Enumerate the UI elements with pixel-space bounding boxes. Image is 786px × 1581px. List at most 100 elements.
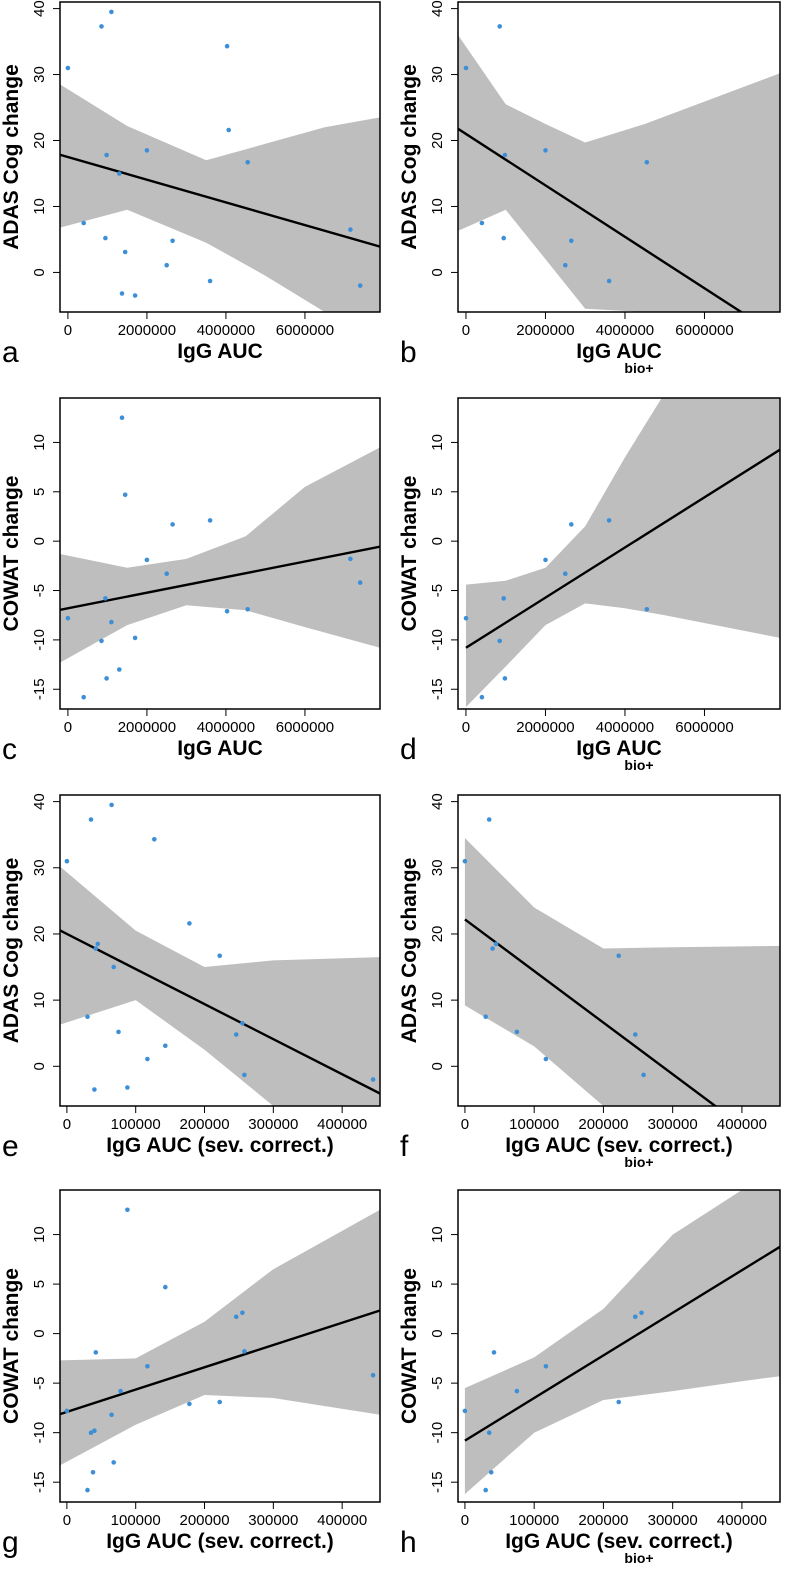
panel-h: 0 100000 200000 300000 400000 -15 -10 -5 0 5 10 IgG… [398, 1189, 781, 1566]
y-axis-title: COWAT change [0, 1268, 23, 1424]
data-point [187, 1401, 192, 1407]
x-tick-label: 300000 [248, 1116, 298, 1133]
x-tick-label: 400000 [317, 1116, 367, 1133]
x-tick-label: 2000000 [118, 719, 176, 736]
data-point [224, 43, 230, 49]
plot-frame [457, 397, 781, 710]
y-tick-label: 5 [429, 488, 446, 496]
data-point [111, 1460, 116, 1465]
y-axis-title: COWAT change [398, 476, 421, 632]
data-point [497, 24, 503, 29]
data-point [88, 817, 94, 822]
y-tick-label: 0 [429, 268, 446, 276]
data-point [145, 1056, 150, 1062]
data-point [639, 1310, 644, 1316]
data-point [207, 518, 213, 523]
regression-line [465, 448, 780, 649]
x-axis-title: IgG AUC (sev. correct.) [106, 1530, 334, 1553]
y-tick-label: 5 [31, 1280, 48, 1288]
data-point [462, 1408, 468, 1414]
y-tick-label: 5 [429, 1280, 446, 1288]
data-point [479, 694, 485, 700]
regression-line [60, 153, 380, 248]
data-point [490, 946, 495, 951]
y-tick-label: 30 [31, 859, 48, 876]
x-tick-label: 0 [63, 1116, 71, 1133]
data-point [88, 1430, 94, 1435]
confidence-band [458, 35, 780, 312]
x-tick-label: 0 [462, 719, 470, 736]
data-point [514, 1388, 520, 1394]
data-point [119, 291, 125, 296]
y-axis-title: ADAS Cog change [0, 64, 23, 250]
data-point [644, 160, 650, 165]
y-axis-title: COWAT change [0, 476, 23, 632]
data-point [483, 1014, 489, 1019]
data-point [125, 1085, 130, 1090]
data-point [226, 127, 231, 133]
panel-e: 0 100000 200000 300000 400000 0 10 20 30 40 IgG AU… [0, 793, 381, 1163]
data-point [109, 1412, 114, 1418]
data-point [163, 1284, 168, 1290]
data-point [233, 1032, 239, 1037]
data-point [152, 837, 157, 842]
data-point [104, 676, 109, 681]
data-point [644, 607, 650, 612]
panel-d: 0 2000000 4000000 6000000 -15 -10 -5 0 5 10 IgG AU… [398, 397, 781, 773]
y-tick-label: -15 [31, 1471, 48, 1493]
data-point [85, 1014, 90, 1019]
y-tick-label: 10 [429, 434, 446, 451]
data-point [641, 1072, 646, 1078]
x-tick-label: 4000000 [197, 322, 255, 339]
data-point [109, 619, 114, 625]
data-point [543, 557, 548, 563]
x-tick-label: 2000000 [516, 322, 574, 339]
data-point [501, 596, 507, 601]
y-tick-label: -5 [429, 1376, 446, 1389]
plot-frame [59, 1189, 381, 1503]
data-point [633, 1314, 638, 1320]
x-tick-label: 6000000 [675, 719, 733, 736]
data-point [132, 293, 138, 298]
panel-letter: a [2, 336, 19, 369]
x-tick-label: 100000 [509, 1116, 559, 1133]
confidence-band [464, 838, 780, 1106]
data-point [163, 1043, 168, 1049]
x-axis-title: IgG AUC (sev. correct.) [106, 1134, 334, 1157]
x-tick-label: 300000 [248, 1512, 298, 1529]
data-point [370, 1372, 376, 1378]
data-point [92, 1087, 97, 1092]
data-point [514, 1029, 520, 1035]
data-point [187, 921, 192, 926]
panel-letter: e [2, 1130, 19, 1163]
y-tick-label: 40 [429, 793, 446, 810]
data-point [125, 1207, 130, 1213]
data-point [563, 262, 568, 268]
data-point [357, 580, 363, 585]
data-point [217, 953, 222, 959]
data-point [93, 946, 99, 951]
data-point [90, 1470, 96, 1475]
plot-area [60, 802, 380, 1106]
y-tick-label: -10 [429, 1422, 446, 1444]
data-point [164, 262, 169, 268]
panel-g: 0 100000 200000 300000 400000 -15 -10 -5 0 5 10 IgG… [0, 1189, 381, 1559]
panel-letter: f [400, 1130, 409, 1163]
x-tick-label: 6000000 [276, 322, 334, 339]
x-tick-label: 100000 [509, 1512, 559, 1529]
x-axis-title: IgG AUC (sev. correct.) [505, 1134, 733, 1157]
plot-frame [457, 1, 781, 313]
x-axis-title: IgG AUC [177, 737, 263, 760]
x-tick-label: 200000 [179, 1116, 229, 1133]
data-point [95, 941, 101, 947]
data-point [501, 235, 507, 241]
data-point [103, 596, 108, 601]
data-point [170, 238, 175, 244]
y-tick-label: 40 [429, 0, 446, 17]
data-point [132, 635, 138, 641]
panel-f: 0 100000 200000 300000 400000 0 10 20 30 40 IgG AU… [398, 793, 781, 1170]
confidence-band [60, 447, 380, 663]
x-tick-label: 400000 [317, 1512, 367, 1529]
data-point [118, 1388, 123, 1394]
data-point [563, 571, 568, 576]
